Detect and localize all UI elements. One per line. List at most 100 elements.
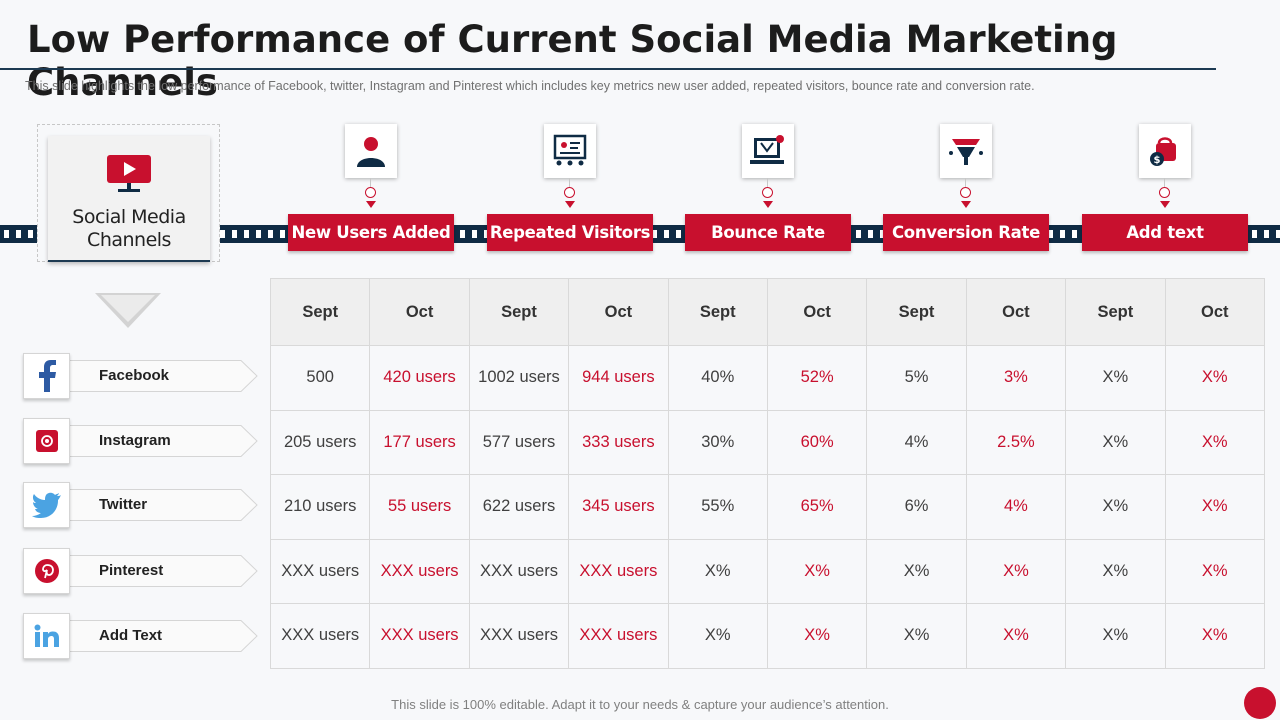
table-cell: XXX users [269, 603, 371, 669]
column-header: Oct [369, 278, 470, 346]
corner-dot [1244, 687, 1276, 719]
table-cell: 55 users [369, 474, 470, 540]
column-header: Sept [1065, 278, 1166, 346]
metrics-table: Sept Oct Sept Oct Sept Oct Sept Oct Sept… [269, 278, 1266, 669]
table-cell: 40% [667, 345, 768, 411]
svg-text:$: $ [1154, 155, 1161, 166]
youtube-monitor-icon [106, 154, 152, 199]
table-cell: X% [667, 538, 768, 604]
platform-label: Add Text [99, 627, 163, 644]
table-cell: X% [866, 538, 967, 604]
metric-label-new-users-added: New Users Added [288, 214, 454, 251]
table-cell: 4% [965, 474, 1067, 540]
table-cell: 944 users [568, 345, 669, 411]
table-cell: X% [1065, 409, 1166, 475]
table-cell: XXX users [369, 538, 470, 604]
table-cell: X% [667, 603, 768, 669]
column-header: Oct [965, 278, 1067, 346]
platform-instagram: Instagram [23, 418, 258, 464]
table-cell: 622 users [468, 474, 570, 540]
platform-facebook: Facebook [23, 353, 258, 399]
channels-card: Social Media Channels [48, 136, 210, 262]
user-icon [345, 124, 397, 178]
column-header: Oct [1164, 278, 1266, 346]
metric-repeated-visitors: Repeated Visitors [487, 120, 653, 251]
table-row: 500 420 users 1002 users 944 users 40% 5… [269, 345, 1266, 411]
metric-label-bounce-rate: Bounce Rate [685, 214, 851, 251]
metric-label-add-text: Add text [1082, 214, 1248, 251]
facebook-icon [23, 353, 70, 399]
table-cell: XXX users [369, 603, 470, 669]
metric-label-conversion-rate: Conversion Rate [883, 214, 1049, 251]
table-cell: 577 users [468, 409, 570, 475]
down-arrow-indicator [95, 293, 161, 328]
table-cell: XXX users [568, 603, 669, 669]
table-cell: XXX users [269, 538, 371, 604]
pinterest-icon [23, 548, 70, 594]
table-cell: X% [1065, 538, 1166, 604]
twitter-icon [23, 482, 70, 528]
column-header: Sept [667, 278, 768, 346]
table-cell: X% [1164, 538, 1266, 604]
table-cell: 55% [667, 474, 768, 540]
table-cell: 3% [965, 345, 1067, 411]
table-cell: X% [1164, 474, 1266, 540]
table-header-row: Sept Oct Sept Oct Sept Oct Sept Oct Sept… [269, 278, 1266, 346]
table-cell: X% [965, 538, 1067, 604]
table-cell: 420 users [369, 345, 470, 411]
platform-pinterest: Pinterest [23, 548, 258, 594]
table-cell: X% [1164, 345, 1266, 411]
table-cell: 210 users [269, 474, 371, 540]
channels-card-label: Social Media Channels [72, 206, 186, 251]
metric-conversion-rate: Conversion Rate [883, 120, 1049, 251]
table-cell: X% [766, 603, 868, 669]
platform-label: Instagram [99, 432, 171, 449]
table-cell: 30% [667, 409, 768, 475]
column-header: Sept [866, 278, 967, 346]
table-cell: 500 [269, 345, 371, 411]
table-row: XXX users XXX users XXX users XXX users … [269, 603, 1266, 669]
table-cell: 333 users [568, 409, 669, 475]
table-cell: 5% [866, 345, 967, 411]
metric-bounce-rate: Bounce Rate [685, 120, 851, 251]
table-cell: 65% [766, 474, 868, 540]
money-bag-icon: $ [1139, 124, 1191, 178]
platform-label: Pinterest [99, 562, 164, 579]
table-row: XXX users XXX users XXX users XXX users … [269, 538, 1266, 604]
table-cell: 60% [766, 409, 868, 475]
metric-new-users-added: New Users Added [288, 120, 454, 251]
table-row: 210 users 55 users 622 users 345 users 5… [269, 474, 1266, 540]
bounce-laptop-icon [742, 124, 794, 178]
platform-label: Facebook [99, 367, 170, 384]
table-row: 205 users 177 users 577 users 333 users … [269, 409, 1266, 475]
table-cell: X% [965, 603, 1067, 669]
table-cell: X% [1065, 603, 1166, 669]
conversion-funnel-icon [940, 124, 992, 178]
table-cell: X% [1065, 474, 1166, 540]
table-cell: 52% [766, 345, 868, 411]
table-cell: 2.5% [965, 409, 1067, 475]
table-cell: XXX users [568, 538, 669, 604]
column-header: Sept [468, 278, 570, 346]
table-cell: X% [1164, 603, 1266, 669]
page-subtitle: This slide highlights the low performanc… [25, 79, 1035, 93]
instagram-icon [23, 418, 70, 464]
platform-linkedin: Add Text [23, 613, 258, 659]
table-cell: 1002 users [468, 345, 570, 411]
table-cell: 345 users [568, 474, 669, 540]
column-header: Oct [568, 278, 669, 346]
footer-note: This slide is 100% editable. Adapt it to… [391, 697, 889, 712]
platform-label: Twitter [99, 496, 148, 513]
title-underline [0, 68, 1216, 70]
column-header: Sept [269, 278, 371, 346]
table-cell: 177 users [369, 409, 470, 475]
table-cell: X% [766, 538, 868, 604]
table-cell: X% [1164, 409, 1266, 475]
table-cell: 4% [866, 409, 967, 475]
platform-twitter: Twitter [23, 482, 258, 528]
table-cell: XXX users [468, 603, 570, 669]
metric-label-repeated-visitors: Repeated Visitors [487, 214, 653, 251]
column-header: Oct [766, 278, 868, 346]
metric-add-text: $ Add text [1082, 120, 1248, 251]
linkedin-icon [23, 613, 70, 659]
